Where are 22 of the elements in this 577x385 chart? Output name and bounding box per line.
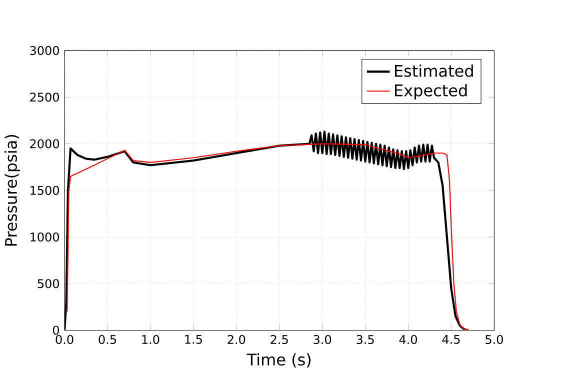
x-tick-label: 2.5 bbox=[270, 334, 288, 344]
legend-label: Estimated bbox=[395, 64, 473, 77]
x-tick-label: 5.0 bbox=[486, 334, 503, 344]
y-tick-label: 1500 bbox=[30, 186, 60, 195]
x-tick-label: 1.5 bbox=[185, 334, 202, 344]
x-tick-label: 0.5 bbox=[98, 334, 116, 344]
x-tick-label: 4.0 bbox=[399, 334, 417, 344]
y-axis-title: Pressure(psia) bbox=[4, 134, 20, 246]
x-axis-title: Time (s) bbox=[246, 353, 311, 368]
y-tick-label: 3000 bbox=[30, 46, 60, 55]
x-tick-label: 4.5 bbox=[442, 334, 460, 344]
y-tick-label: 0 bbox=[52, 326, 60, 335]
y-tick-label: 500 bbox=[38, 278, 60, 288]
x-tick-label: 2.0 bbox=[228, 334, 246, 344]
y-tick-label: 1000 bbox=[30, 232, 60, 242]
x-tick-label: 0.0 bbox=[56, 334, 74, 344]
x-tick-label: 3.0 bbox=[314, 334, 332, 344]
x-tick-label: 1.0 bbox=[142, 334, 160, 344]
x-tick-label: 3.5 bbox=[356, 334, 374, 344]
y-tick-label: 2500 bbox=[30, 92, 60, 102]
legend-label: Expected bbox=[395, 84, 467, 100]
y-tick-label: 2000 bbox=[30, 139, 60, 148]
